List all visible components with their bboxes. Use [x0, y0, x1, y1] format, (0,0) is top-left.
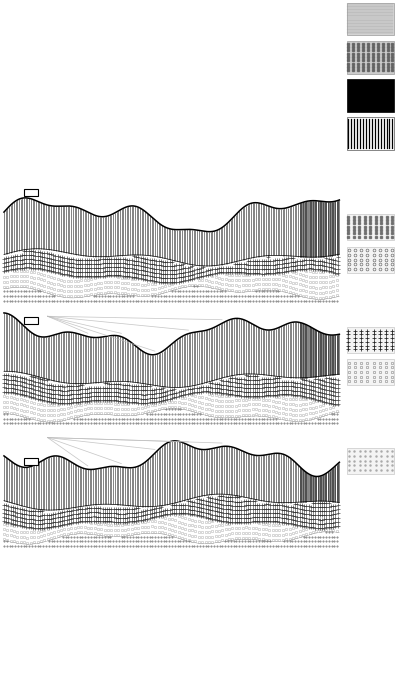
Bar [346, 214, 394, 240]
Bar [346, 359, 394, 385]
Bar [346, 79, 394, 112]
Bar [346, 41, 394, 74]
Bar [346, 3, 394, 35]
Bar [346, 117, 394, 150]
Bar [346, 327, 394, 353]
Bar [346, 448, 394, 474]
Bar [24, 316, 38, 323]
Bar [346, 247, 394, 273]
Bar [24, 189, 38, 196]
Bar [24, 458, 38, 465]
